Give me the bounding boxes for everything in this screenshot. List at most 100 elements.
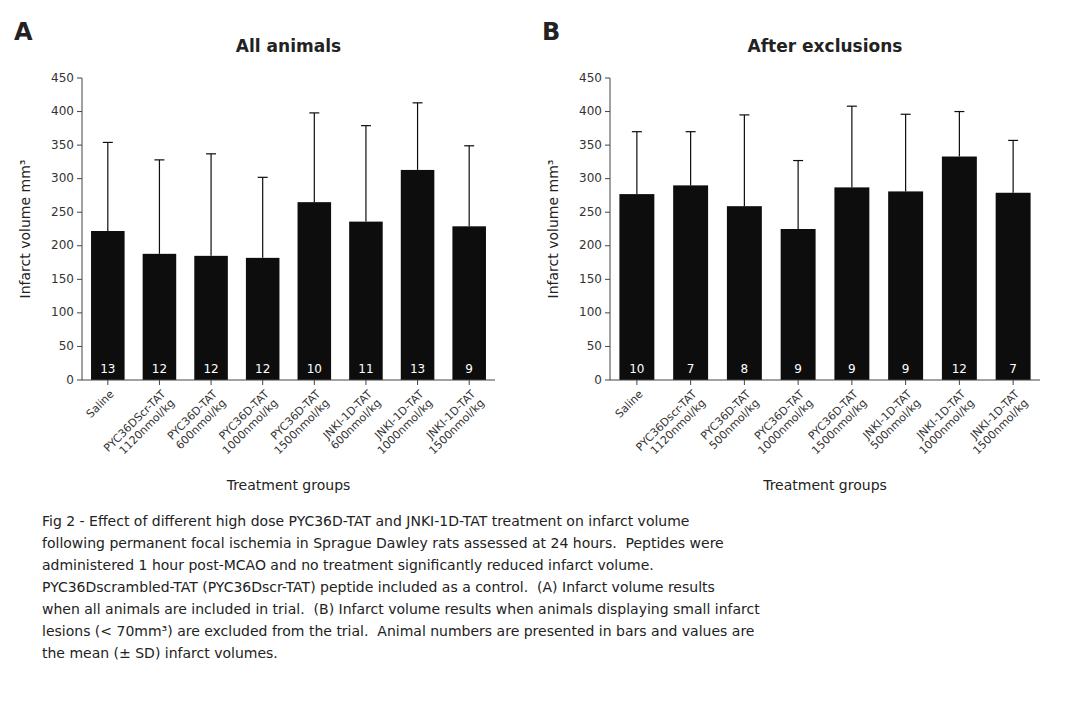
n-label: 9 [794,362,802,376]
error-bar [103,142,113,231]
y-tick-label: 400 [579,104,602,118]
error-bar [686,132,696,186]
y-axis-label: Infarct volume mm³ [17,160,33,299]
error-bar-cap [206,153,216,154]
x-tick-label-line: 1120nmol/kg [648,397,708,457]
x-tick-label: PYC36D-TAT1500nmol/kg [263,387,333,457]
bar [834,187,869,380]
bar [91,231,125,380]
y-tick [77,245,82,246]
n-label: 12 [203,362,218,376]
y-tick-label: 0 [594,373,602,387]
y-tick [77,111,82,112]
x-tick [469,380,470,385]
error-bar-stem [744,115,745,206]
x-tick-label: PYC36D-TAT1000nmol/kg [746,387,816,457]
error-bar [154,160,164,254]
bar [298,202,332,380]
y-tick [77,145,82,146]
error-bar-stem [959,112,960,157]
n-label: 12 [952,362,967,376]
x-tick-label: JNKI-1D-TAT1500nmol/kg [418,387,488,457]
x-tick-label: PYC36D-TAT500nmol/kg [698,387,763,452]
x-axis-label: Treatment groups [226,477,351,493]
x-tick-label: PYC36D-TAT1000nmol/kg [211,387,281,457]
n-label: 10 [629,362,644,376]
panel-label: A [14,18,33,46]
y-tick [605,312,610,313]
x-tick [417,380,418,385]
y-tick-label: 250 [51,205,74,219]
error-bar [361,126,371,222]
error-bar-cap [361,125,371,126]
y-tick-label: 50 [59,339,74,353]
caption-line: lesions (< 70mm³) are excluded from the … [42,623,754,639]
error-bar [258,177,268,258]
error-bar-cap [847,106,857,107]
y-tick [77,312,82,313]
caption: Fig 2 - Effect of different high dose PY… [42,513,760,661]
y-tick-label: 200 [51,238,74,252]
x-axis [610,380,1040,381]
error-bar [1008,140,1018,192]
x-tick-label: JNKI-1D-TAT1000nmol/kg [366,387,436,457]
bar [452,226,486,380]
y-tick [77,178,82,179]
x-tick [690,380,691,385]
bar [619,194,654,380]
x-tick-label: PYC36DScr-TAT1120nmol/kg [101,387,177,463]
y-tick [77,380,82,381]
error-bar-cap [686,131,696,132]
x-tick-label-line: 1500nmol/kg [426,397,486,457]
y-tick-label: 300 [579,171,602,185]
error-bar [206,154,216,256]
n-label: 13 [410,362,425,376]
y-tick-label: 150 [51,272,74,286]
y-tick [77,279,82,280]
bar [996,193,1031,380]
x-tick-label-line: 1500nmol/kg [809,397,869,457]
y-tick-label: 100 [579,305,602,319]
title: After exclusions [748,36,903,56]
x-tick-label-line: 1000nmol/kg [917,397,977,457]
n-label: 9 [465,362,473,376]
n-label: 7 [687,362,695,376]
error-bar-stem [107,142,108,231]
error-bar-stem [417,103,418,170]
error-bar-cap [632,131,642,132]
x-tick-label-line: Saline [84,387,117,420]
y-axis-label: Infarct volume mm³ [545,160,561,299]
caption-line: Fig 2 - Effect of different high dose PY… [42,513,689,529]
error-bar-stem [210,154,211,256]
y-tick [77,346,82,347]
y-tick [605,380,610,381]
error-bar-cap [258,177,268,178]
error-bar-stem [469,146,470,227]
x-tick [159,380,160,385]
caption-line: the mean (± SD) infarct volumes. [42,645,278,661]
y-tick-label: 400 [51,104,74,118]
error-bar-cap [309,112,319,113]
bar [781,229,816,380]
x-axis [82,380,495,381]
error-bar [954,112,964,157]
caption-line: following permanent focal ischemia in Sp… [42,535,724,551]
error-bar-stem [314,113,315,202]
error-bar-cap [103,142,113,143]
error-bar-stem [851,106,852,187]
bar [143,254,177,380]
marks [619,106,1030,380]
error-bar-stem [365,126,366,222]
error-bar-stem [262,177,263,258]
x-tick-label: PYC36D-TAT1500nmol/kg [800,387,870,457]
x-tick [211,380,212,385]
error-bar-cap [413,102,423,103]
bar [401,170,435,380]
bar [673,185,708,380]
x-tick-label-line: Saline [613,387,646,420]
caption-line: PYC36Dscrambled-TAT (PYC36Dscr-TAT) pept… [42,579,715,595]
x-tick [314,380,315,385]
y-tick-label: 450 [579,71,602,85]
error-bar [413,103,423,170]
x-tick [851,380,852,385]
